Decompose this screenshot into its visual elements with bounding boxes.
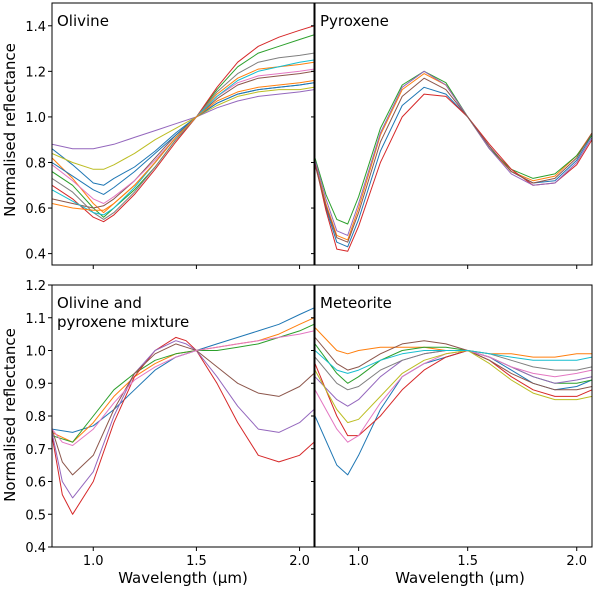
x-tick-label: 2.0: [289, 554, 310, 569]
series-line: [315, 70, 592, 225]
x-tick-label: 1.0: [348, 554, 369, 569]
y-tick-label: 1.1: [25, 312, 46, 327]
series-line: [52, 323, 314, 443]
panel-title: pyroxene mixture: [57, 313, 189, 331]
series-line: [52, 86, 314, 170]
x-tick-label: 1.0: [83, 554, 104, 569]
y-tick-label: 0.7: [25, 443, 46, 458]
series-line: [315, 350, 592, 437]
series-line: [52, 70, 314, 209]
series-line: [315, 337, 592, 391]
series-line: [52, 68, 314, 204]
figure-xlabel-left: Wavelength (µm): [118, 569, 248, 587]
series-group: [52, 25, 314, 223]
panel-title: Pyroxene: [320, 12, 389, 30]
series-line: [52, 61, 314, 214]
series-group: [315, 327, 592, 476]
series-line: [52, 25, 314, 223]
y-tick-label: 1.4: [25, 20, 46, 35]
figure-xlabel-right: Wavelength (µm): [395, 569, 525, 587]
plot-frame: [51, 2, 315, 266]
series-line: [52, 82, 314, 195]
y-tick-label: 1.0: [25, 345, 46, 360]
series-line: [315, 70, 592, 236]
y-tick-label: 1.2: [25, 65, 46, 80]
y-tick-label: 0.8: [25, 156, 46, 171]
panel-0: 0.4 0.6 0.8 1.0 1.2 1.4 Olivine: [25, 2, 315, 269]
series-line: [52, 343, 314, 476]
plot-frame: [314, 2, 593, 266]
series-line: [52, 330, 314, 446]
series-line: [315, 86, 592, 248]
y-tick-label: 0.8: [25, 410, 46, 425]
series-line: [52, 80, 314, 211]
series-line: [315, 350, 592, 391]
figure-ylabel-bottom: Normalised reflectance: [1, 328, 19, 502]
series-line: [52, 317, 314, 443]
series-line: [315, 77, 592, 243]
y-tick-label: 0.5: [25, 508, 46, 523]
y-tick-label: 1.2: [25, 279, 46, 294]
series-line: [315, 350, 592, 424]
y-tick-label: 0.9: [25, 377, 46, 392]
series-line: [52, 336, 314, 515]
y-tick-label: 0.6: [25, 202, 46, 217]
panel-title: Meteorite: [320, 294, 392, 312]
series-line: [315, 343, 592, 384]
series-group: [52, 307, 314, 515]
series-line: [52, 52, 314, 220]
panel-1: Pyroxene: [311, 2, 593, 269]
x-tick-label: 1.5: [186, 554, 207, 569]
panel-title: Olivine: [57, 12, 109, 30]
panel-3: 1.0 1.5 2.0 Meteorite: [311, 284, 593, 569]
series-line: [315, 93, 592, 252]
series-group: [315, 70, 592, 252]
y-tick-label: 1.0: [25, 111, 46, 126]
series-line: [52, 89, 314, 150]
panel-title: Olivine and: [57, 294, 142, 312]
x-tick-label: 1.5: [457, 554, 478, 569]
plot-frame: [314, 284, 593, 548]
series-line: [52, 59, 314, 216]
y-tick-label: 0.6: [25, 476, 46, 491]
series-line: [52, 34, 314, 218]
panel-2: 1.0 1.5 2.0 0.4 0.5 0.6 0.7 0.8 0.9 1.0 1.1 1.2 Oliv…: [25, 279, 315, 569]
series-line: [52, 340, 314, 499]
series-line: [315, 73, 592, 241]
figure-ylabel-top: Normalised reflectance: [1, 43, 19, 217]
x-tick-label: 2.0: [566, 554, 587, 569]
series-line: [315, 350, 592, 443]
y-tick-label: 0.4: [25, 541, 46, 556]
y-tick-label: 0.4: [25, 248, 46, 263]
series-line: [315, 350, 592, 374]
